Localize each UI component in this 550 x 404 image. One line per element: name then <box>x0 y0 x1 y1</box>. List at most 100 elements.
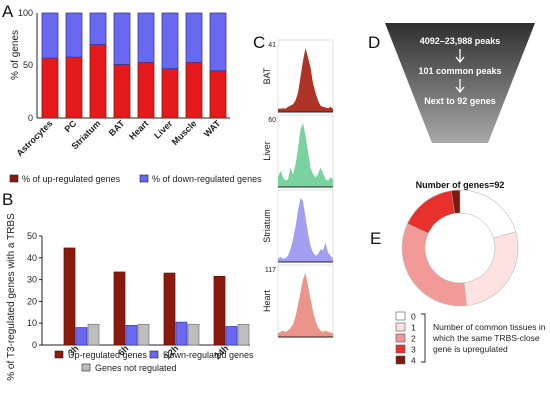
track-label: Striatum <box>262 209 272 243</box>
legend-label: 3 <box>411 345 416 355</box>
bar-down-muscle <box>185 12 203 63</box>
panel-b-ytick: 50 <box>27 231 37 241</box>
legend-swatch-up <box>9 174 19 183</box>
bar-down-striatum <box>89 12 107 45</box>
bar-down-regulated-genes-6h <box>125 325 138 346</box>
panel-b-legend: Up-regulated genes Down-regulated genes … <box>54 350 254 373</box>
panel-b: B % of T3-regulated genes with a TRBS 0 1… <box>2 190 254 381</box>
track-max-label: 41 <box>268 42 276 49</box>
panel-b-bars <box>63 247 250 346</box>
bar-up-regulated-genes-3h <box>63 247 76 346</box>
funnel-line-1: 4092–23,988 peaks <box>420 36 501 46</box>
legend-swatch <box>395 355 406 365</box>
panel-b-legend-down: Down-regulated genes <box>163 350 254 360</box>
bar-genes-not-regulated-6h <box>137 323 150 346</box>
legend-swatch-up <box>54 350 64 359</box>
panel-b-legend-up: Up-regulated genes <box>68 350 148 360</box>
legend-label: 2 <box>411 334 416 344</box>
bar-up-bat <box>113 64 131 119</box>
coverage-track-heart <box>278 273 333 337</box>
panel-a-ytick: 0 <box>28 113 33 123</box>
bar-up-astrocytes <box>41 57 59 119</box>
bar-up-striatum <box>89 44 107 119</box>
bar-up-pc <box>65 56 83 119</box>
legend-note-line-3: gene is upregulated <box>433 344 508 354</box>
legend-swatch <box>395 344 406 354</box>
coverage-track-bat <box>278 48 333 112</box>
bar-up-regulated-genes-12h <box>163 272 176 346</box>
bar-genes-not-regulated-12h <box>187 323 200 346</box>
panel-b-ytick: 10 <box>27 318 37 328</box>
coverage-track-liver <box>278 123 333 187</box>
bar-down-bat <box>113 12 131 65</box>
legend-note-line-2: which the same TRBS-close <box>432 333 540 343</box>
legend-note-line-1: Number of common tissues in <box>433 322 546 332</box>
bar-down-pc <box>65 12 83 58</box>
bar-up-liver <box>161 68 179 119</box>
x-tick-label: WAT <box>202 118 223 139</box>
panel-b-ylabel: % of T3-regulated genes with a TRBS <box>6 213 17 381</box>
panel-b-ytick: 0 <box>32 340 37 350</box>
panel-a: A % of genes 0 50 100 Astrocytes PCStriat… <box>2 2 262 184</box>
track-label: Heart <box>262 290 272 313</box>
panel-b-ytick: 20 <box>27 296 37 306</box>
arrow-down-icon <box>455 56 465 64</box>
donut-outline <box>401 189 519 307</box>
bar-up-heart <box>137 61 155 119</box>
bar-down-regulated-genes-24h <box>225 326 238 346</box>
legend-swatch <box>395 311 406 321</box>
panel-d: D 4092–23,988 peaks 101 common peaks Nex… <box>368 23 535 143</box>
legend-swatch-down <box>149 350 159 359</box>
x-tick-label: Heart <box>127 118 150 141</box>
panel-a-legend-up: % of up-regulated genes <box>22 174 121 184</box>
donut-slice-2 <box>401 223 467 307</box>
panel-a-ytick: 50 <box>23 60 33 70</box>
panel-c: C BAT 41 Liver 60 Striatum Heart 117 <box>253 33 334 338</box>
panel-a-legend: % of up-regulated genes % of down-regula… <box>9 174 262 184</box>
x-tick-label: BAT <box>107 118 127 138</box>
panel-a-ylabel: % of genes <box>10 30 21 80</box>
bar-up-regulated-genes-6h <box>113 271 126 346</box>
panel-e-donut <box>401 189 519 307</box>
panel-c-tracks: BAT 41 Liver 60 Striatum Heart 117 <box>262 39 334 338</box>
bar-down-wat <box>209 12 227 72</box>
funnel-line-3: Next to 92 genes <box>424 96 496 106</box>
bar-genes-not-regulated-3h <box>87 323 100 346</box>
panel-c-letter: C <box>253 33 265 52</box>
track-label: BAT <box>262 67 272 84</box>
x-tick-label: PC <box>62 118 78 134</box>
legend-label: 4 <box>411 356 416 366</box>
legend-swatch <box>395 322 406 332</box>
legend-label: 0 <box>411 312 416 322</box>
panel-d-letter: D <box>368 33 380 52</box>
panel-a-y-ticks: 0 50 100 <box>18 8 33 123</box>
bar-up-wat <box>209 70 227 119</box>
coverage-track-striatum <box>278 198 333 262</box>
panel-b-y-ticks: 0 10 20 30 40 50 <box>27 231 42 350</box>
donut-slice-1 <box>463 231 519 306</box>
panel-b-letter: B <box>2 190 13 209</box>
legend-swatch-down <box>139 174 149 183</box>
bar-down-heart <box>137 12 155 63</box>
panel-b-ytick: 30 <box>27 275 37 285</box>
x-tick-label: Muscle <box>170 118 199 147</box>
panel-a-letter: A <box>2 2 14 21</box>
arrow-down-icon <box>455 86 465 94</box>
panel-e-title: Number of genes=92 <box>416 180 505 190</box>
x-tick-label: Astrocytes <box>14 118 54 158</box>
legend-swatch <box>395 333 406 343</box>
funnel-line-2: 101 common peaks <box>418 66 501 76</box>
panel-b-legend-not-regulated: Genes not regulated <box>95 363 177 373</box>
legend-swatch-not-regulated <box>81 363 91 372</box>
legend-bracket <box>421 313 426 363</box>
panel-a-ytick: 100 <box>18 8 33 18</box>
bar-down-regulated-genes-12h <box>175 321 188 346</box>
panel-a-legend-down: % of down-regulated genes <box>152 174 262 184</box>
panel-a-bars <box>41 12 227 119</box>
bar-down-astrocytes <box>41 12 59 59</box>
bar-down-liver <box>161 12 179 70</box>
track-label: Liver <box>262 141 272 161</box>
